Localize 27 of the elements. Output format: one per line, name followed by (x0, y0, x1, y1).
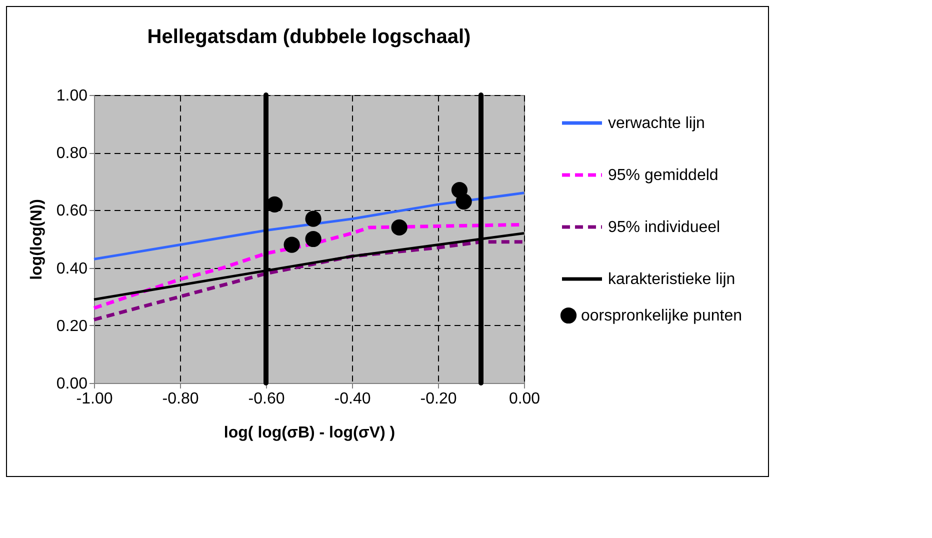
y-tick-label: 0.20 (56, 318, 88, 335)
y-axis-title: log(log(N)) (28, 199, 46, 280)
x-tick-label: -0.60 (248, 390, 285, 408)
x-tick-label: 0.00 (508, 390, 540, 408)
point (391, 219, 408, 236)
legend-label: 95% individueel (608, 219, 720, 236)
legend-label: verwachte lijn (608, 115, 705, 132)
point (284, 236, 300, 253)
point (456, 194, 472, 210)
x-axis-title: log( log(σB) - log(σV) ) (224, 424, 396, 442)
y-tick-label: 0.40 (56, 260, 88, 278)
x-tick-label: -1.00 (76, 390, 113, 408)
legend-label: oorspronkelijke punten (581, 308, 742, 324)
x-tick-label: -0.80 (162, 390, 199, 408)
point (305, 230, 322, 248)
point (305, 210, 322, 227)
line-series (92, 192, 526, 260)
y-tick-label: 0.60 (56, 202, 88, 220)
x-tick-label: -0.40 (334, 390, 371, 408)
x-tick-label: -0.20 (420, 390, 457, 408)
y-tick-label: 1.00 (56, 88, 88, 104)
y-tick-label: 0.00 (56, 376, 88, 392)
legend-label: 95% gemiddeld (608, 167, 718, 184)
legend-label: karakteristieke lijn (608, 271, 736, 288)
point (266, 196, 283, 212)
chart-title: Hellegatsdam (dubbele logschaal) (147, 26, 471, 48)
y-tick-label: 0.80 (56, 145, 88, 162)
